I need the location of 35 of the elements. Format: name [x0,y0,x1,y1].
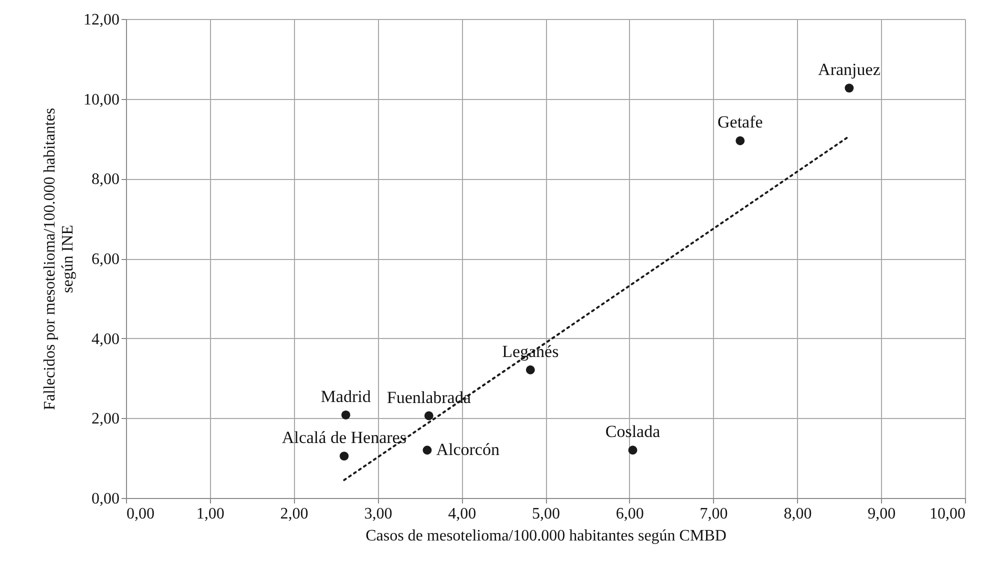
annotation: Fuenlabrada [386,388,472,407]
y-tick-label: 4,00 [92,330,120,348]
y-axis-title: Fallecidos por mesotelioma/100.000 habitantes según INE [42,108,76,410]
x-tick-label: 3,00 [364,506,392,522]
x-tick-label: 1,00 [196,506,224,522]
x-tick-label: 6,00 [616,506,644,522]
y-tick-label: 0,00 [92,490,120,508]
x-tick-label: 9,00 [868,506,896,522]
point [424,411,434,420]
x-tick-label: 5,00 [532,506,560,522]
y-tick-label: 2,00 [92,410,120,428]
annotation: Getafe [717,112,763,132]
x-tick-label: 7,00 [700,506,728,522]
annotation: Coslada [605,422,661,442]
point [340,452,349,461]
x-tick-label: 0,00 [126,506,154,522]
annotation: Alcalá de Henares [282,428,406,448]
point [628,446,638,455]
point [422,446,432,455]
y-tick-label: 8,00 [92,171,120,188]
annotation: Aranjuez [818,60,881,80]
annotation: Madrid [320,386,372,406]
x-tick-label: 10,00 [930,506,966,522]
y-tick-label: 10,00 [84,91,120,108]
y-tick-label: 6,00 [92,251,120,268]
point [844,84,854,93]
point [736,136,745,146]
point [526,365,535,374]
x-tick-label: 2,00 [280,506,308,522]
annotation: Alcorcón [436,440,500,460]
y-tick-label: 12,00 [84,12,120,28]
point [341,410,350,420]
x-axis-title: Casos de mesotelioma/100.000 habitantes según CMBD [366,528,726,544]
x-tick-label: 4,00 [448,506,476,522]
x-tick-label: 8,00 [784,506,812,522]
